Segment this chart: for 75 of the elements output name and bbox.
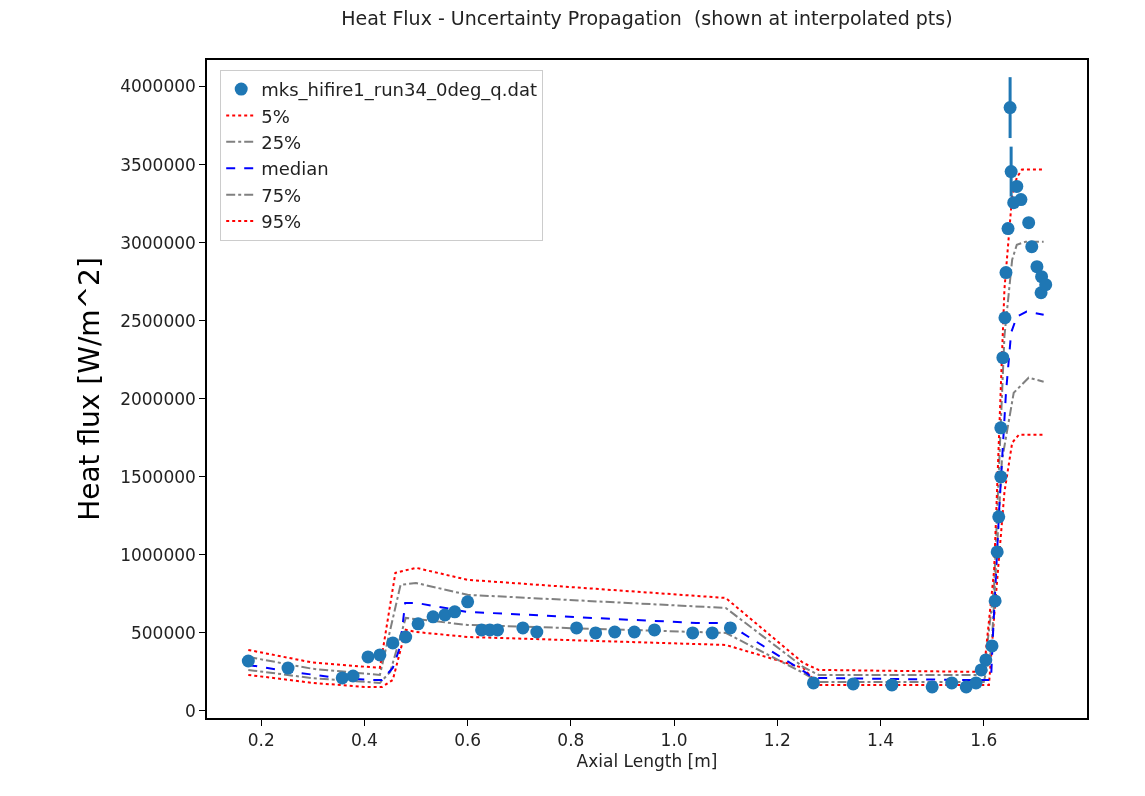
point bbox=[806, 676, 820, 690]
point bbox=[994, 421, 1008, 435]
x-tick-label: 0.8 bbox=[557, 730, 585, 751]
y-tick-label: 3000000 bbox=[120, 232, 196, 253]
point bbox=[925, 680, 939, 694]
x-tick-label: 1.6 bbox=[970, 730, 998, 751]
point bbox=[996, 351, 1010, 365]
point bbox=[1030, 260, 1044, 274]
x-tick-label: 0.6 bbox=[454, 730, 482, 751]
y-tick-label: 2500000 bbox=[120, 310, 196, 331]
point bbox=[608, 625, 622, 639]
point bbox=[281, 661, 295, 675]
point bbox=[885, 678, 899, 692]
point bbox=[361, 650, 375, 664]
point bbox=[998, 311, 1012, 325]
point bbox=[1010, 179, 1024, 193]
y-tick-label: 1000000 bbox=[120, 544, 196, 565]
point bbox=[1039, 278, 1053, 292]
y-axis-title: Heat flux [W/m^2] bbox=[73, 257, 107, 521]
y-tick-label: 4000000 bbox=[120, 76, 196, 97]
point bbox=[241, 654, 255, 668]
point bbox=[448, 605, 462, 619]
point bbox=[994, 470, 1008, 484]
x-axis-title: Axial Length [m] bbox=[576, 751, 718, 772]
point bbox=[461, 595, 475, 609]
legend-label: 25% bbox=[261, 131, 302, 153]
legend-label: 95% bbox=[261, 211, 302, 233]
point bbox=[974, 663, 988, 677]
point bbox=[985, 639, 999, 653]
point bbox=[988, 594, 1002, 608]
point bbox=[979, 653, 993, 667]
point bbox=[1001, 222, 1015, 236]
point bbox=[627, 625, 641, 639]
point bbox=[589, 626, 603, 640]
point bbox=[346, 669, 360, 683]
x-tick-label: 1.4 bbox=[867, 730, 895, 751]
point bbox=[969, 676, 983, 690]
point bbox=[516, 621, 530, 635]
point bbox=[705, 626, 719, 640]
point bbox=[411, 617, 425, 631]
point bbox=[530, 625, 544, 639]
legend-label: 5% bbox=[261, 105, 290, 127]
chart-title: Heat Flux - Uncertainty Propagation (shown at interpolated pts) bbox=[341, 7, 953, 30]
point bbox=[999, 266, 1013, 280]
x-tick-label: 1.2 bbox=[763, 730, 791, 751]
point bbox=[1003, 101, 1017, 115]
point bbox=[945, 676, 959, 690]
point bbox=[1025, 240, 1039, 254]
point bbox=[990, 545, 1004, 559]
y-tick-label: 0 bbox=[185, 700, 196, 721]
point bbox=[1022, 216, 1036, 230]
point bbox=[1014, 193, 1028, 207]
point bbox=[335, 671, 349, 685]
point bbox=[570, 621, 584, 635]
point bbox=[1004, 165, 1018, 179]
point bbox=[399, 630, 413, 644]
legend-label: median bbox=[261, 158, 329, 180]
point bbox=[386, 636, 400, 650]
point bbox=[647, 623, 661, 637]
y-tick-label: 500000 bbox=[130, 622, 196, 643]
point bbox=[426, 610, 440, 624]
point bbox=[373, 648, 387, 662]
legend-label: 75% bbox=[261, 184, 302, 206]
y-tick-label: 2000000 bbox=[120, 388, 196, 409]
point bbox=[686, 626, 700, 640]
legend-label: mks_hifire1_run34_0deg_q.dat bbox=[261, 79, 537, 102]
point bbox=[992, 510, 1006, 524]
point bbox=[491, 623, 505, 637]
y-tick-label: 1500000 bbox=[120, 466, 196, 487]
point bbox=[846, 677, 860, 691]
x-tick-label: 1.0 bbox=[660, 730, 688, 751]
y-tick-label: 3500000 bbox=[120, 154, 196, 175]
point bbox=[723, 621, 737, 635]
x-tick-label: 0.4 bbox=[350, 730, 378, 751]
x-tick-label: 0.2 bbox=[247, 730, 275, 751]
